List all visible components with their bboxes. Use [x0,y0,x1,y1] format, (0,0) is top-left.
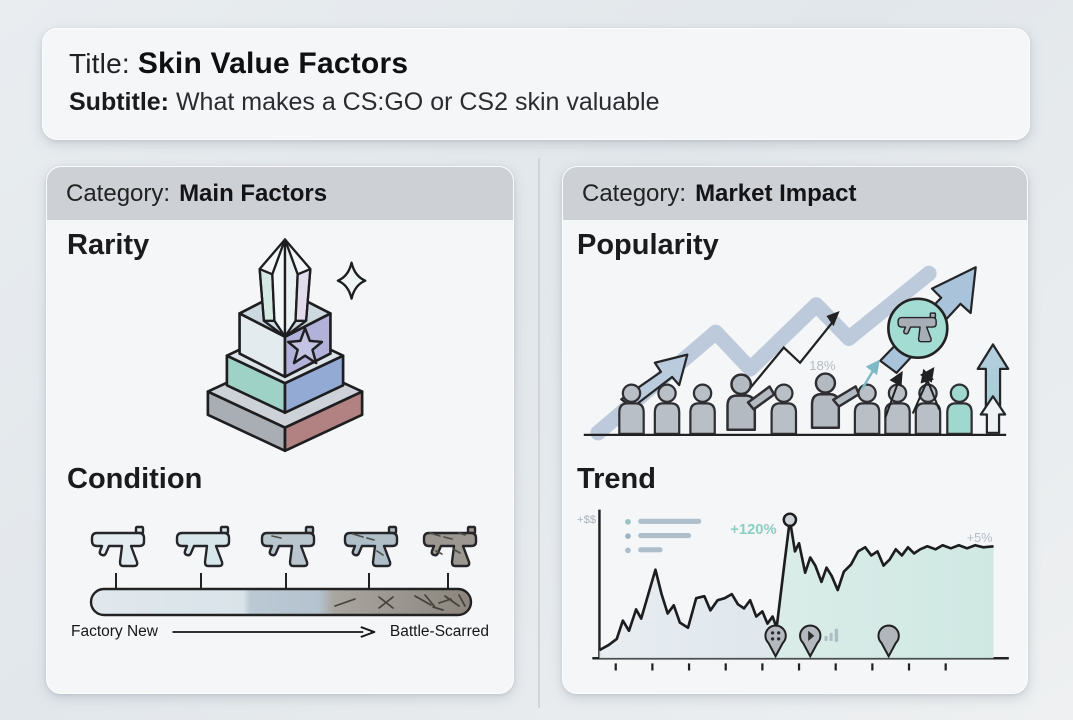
pistol-factory-new-icon [90,525,146,568]
tall-up-arrow-icon [976,343,1010,411]
person-pointing [810,372,861,429]
pistol-field-tested-icon [260,525,316,568]
trend-chart-illustration: +$$ +120% +5% [577,509,1009,671]
wear-scale-labels: Factory New Battle-Scarred [71,623,489,641]
trend-line [598,518,994,652]
crowd-up-arrows [884,366,941,418]
person-teal [946,383,973,435]
subtitle-label: Subtitle: [69,88,169,116]
y-axis-label: +$$ [577,514,597,526]
popularity-heading: Popularity [577,229,719,261]
pin-grid-icon [764,624,787,659]
pistol-minimal-wear-icon [175,525,231,568]
pin-plain-icon [877,624,900,659]
end-label: +5% [967,530,993,545]
person-raised-arm [726,373,776,432]
x-axis-ticks [614,663,947,671]
skin-badge [887,297,949,359]
mini-legend [625,518,702,554]
event-pins [764,624,900,659]
crystal-trophy-icon [206,238,367,453]
pistol-scratches [271,532,466,556]
page-subtitle: What makes a CS:GO or CS2 skin valuable [175,88,660,116]
pistol-well-worn-icon [343,525,399,568]
sparkle-icon [336,261,367,300]
trend-heading: Trend [577,463,656,495]
high-percent-label: 18% [809,358,836,373]
volume-bars-icon [824,628,839,642]
condition-heading: Condition [67,463,203,495]
tick-mark [447,573,450,589]
panel-market-impact: Category: Market Impact Popularity 9% 18… [562,166,1028,694]
rarity-heading: Rarity [67,229,150,261]
tick-mark [200,573,203,589]
tick-mark [285,573,288,589]
spike-label: +120% [730,522,776,538]
star-icon [286,326,324,365]
category-label: Category: [66,179,171,207]
pin-play-icon [799,624,822,659]
category-name: Market Impact [695,179,857,207]
short-up-arrow-icon [979,395,1007,434]
panel-divider [538,158,540,708]
scale-start-label: Factory New [71,623,158,640]
crowd-of-people [618,372,973,435]
teal-arrow-icon [860,359,880,390]
category-bar-main-factors: Category: Main Factors [47,167,513,220]
page-title: Skin Value Factors [137,47,409,80]
panel-main-factors: Category: Main Factors Rarity [46,166,514,694]
scale-end-label: Battle-Scarred [389,623,489,640]
trend-area [599,519,994,659]
trend-band [590,265,937,441]
peak-marker [782,512,798,528]
subtitle-line: Subtitle: What makes a CS:GO or CS2 skin… [69,88,1003,117]
title-label: Title: [69,48,130,79]
category-bar-market-impact: Category: Market Impact [563,167,1027,220]
wear-gradient-bar [89,587,473,617]
tick-mark [368,573,371,589]
right-arrow-icon [172,626,376,638]
category-label: Category: [582,179,687,207]
title-line: Title: Skin Value Factors [69,47,1003,81]
header-card: Title: Skin Value Factors Subtitle: What… [42,28,1030,140]
bar-scratches [334,594,466,611]
crystal-icon [258,238,312,338]
tick-mark [115,573,118,589]
category-name: Main Factors [179,179,328,207]
wear-stage-pistols [90,525,478,568]
popularity-illustration: 9% 18% [583,265,1010,441]
